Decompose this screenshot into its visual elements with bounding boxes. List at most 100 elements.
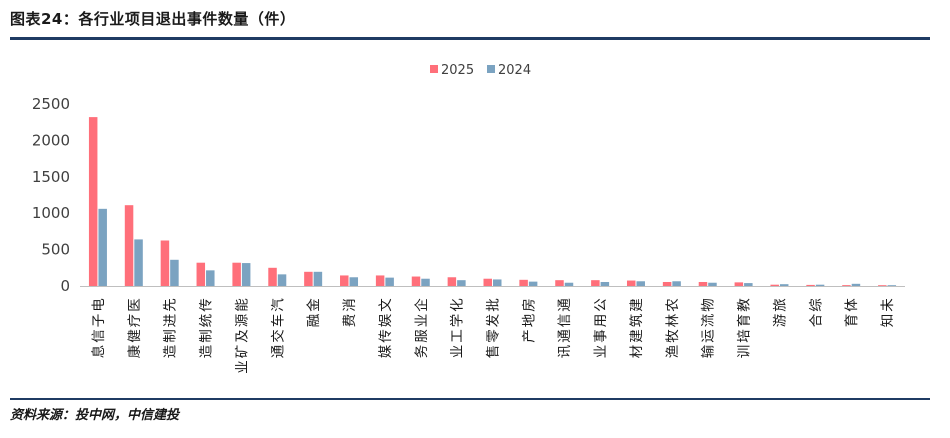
bar-2025-房地产 [519,279,528,286]
svg-text:通: 通 [557,329,573,343]
y-tick-label: 1000 [32,204,70,222]
svg-text:农: 农 [665,298,681,312]
x-tick-label: 金融 [306,298,322,328]
bar-2024-批发零售 [493,279,502,286]
svg-text:及: 及 [234,329,250,343]
svg-text:业: 业 [593,345,609,359]
svg-text:娱: 娱 [378,313,394,327]
bar-2025-体育 [842,285,851,286]
svg-text:先: 先 [163,298,179,312]
chart-legend: 2025 2024 [430,63,531,78]
svg-text:发: 发 [486,313,502,327]
svg-text:源: 源 [234,313,250,327]
x-tick-label: 未知 [879,298,896,328]
bar-2025-汽车交通 [268,267,277,286]
bar-2025-电子信息 [88,117,98,286]
y-tick-label: 500 [41,241,70,259]
svg-text:通: 通 [270,344,286,358]
svg-text:媒: 媒 [378,344,394,358]
svg-text:康: 康 [126,344,143,358]
bar-2024-未知 [887,285,897,286]
svg-text:造: 造 [199,344,215,358]
svg-text:造: 造 [163,344,179,358]
svg-text:牧: 牧 [665,329,681,343]
svg-text:筑: 筑 [629,313,645,327]
y-tick-label: 1500 [32,168,70,186]
svg-text:融: 融 [306,313,322,327]
svg-text:物: 物 [701,298,717,312]
bar-2025-金融 [304,271,313,286]
svg-text:建: 建 [629,329,645,343]
bar-2025-旅游 [770,284,779,286]
svg-text:训: 训 [737,345,753,359]
legend-label-2024: 2024 [498,63,531,78]
svg-text:信: 信 [91,329,107,343]
svg-text:公: 公 [593,298,609,312]
svg-text:消: 消 [342,298,358,312]
bar-2024-电子信息 [98,208,107,286]
svg-text:务: 务 [414,345,430,359]
bar-2025-传统制造 [196,262,206,286]
y-tick-label: 2000 [32,131,70,149]
svg-text:能: 能 [234,298,250,312]
svg-text:未: 未 [880,298,896,312]
svg-text:制: 制 [163,329,179,343]
svg-text:医: 医 [127,298,143,312]
svg-text:制: 制 [199,329,215,343]
bar-2024-消费 [349,277,359,286]
svg-text:业: 业 [450,345,466,359]
bar-2024-房地产 [528,281,538,286]
bar-2024-能源及矿业 [241,263,251,286]
svg-text:企: 企 [413,298,430,312]
legend-label-2025: 2025 [441,63,474,78]
svg-text:矿: 矿 [234,345,250,359]
bar-series [88,117,897,286]
svg-text:文: 文 [378,298,394,312]
bar-2024-农林牧渔 [672,281,681,286]
svg-text:通: 通 [557,298,573,312]
svg-text:流: 流 [701,313,717,327]
svg-text:育: 育 [844,314,860,328]
svg-text:业: 业 [414,314,430,328]
bar-2024-综合 [815,284,825,286]
bar-2025-消费 [340,275,349,286]
svg-text:工: 工 [450,329,466,343]
legend-swatch-2025 [430,65,438,73]
x-tick-label: 综合 [808,298,824,328]
footer-rule [10,398,930,400]
svg-text:事: 事 [593,329,609,343]
bar-2025-批发零售 [483,278,492,286]
bar-2025-化学工业 [447,277,457,286]
svg-text:信: 信 [557,314,573,328]
svg-text:电: 电 [91,298,107,312]
svg-text:进: 进 [163,313,179,327]
x-tick-label: 体育 [844,298,860,328]
svg-text:游: 游 [772,314,788,328]
header-rule [10,37,930,40]
svg-text:培: 培 [737,329,753,343]
bar-2024-汽车交通 [277,274,287,286]
bar-2025-综合 [806,284,815,286]
bar-2024-建筑建材 [636,281,645,286]
figure-title: 图表24：各行业项目退出事件数量（件） [10,10,296,28]
svg-text:材: 材 [629,345,645,359]
svg-text:体: 体 [844,298,860,312]
svg-text:车: 车 [269,314,286,328]
x-axis: 电子信息医疗健康先进制造传统制造能源及矿业汽车交通金融消费文娱传媒企业服务化学工… [80,286,905,374]
svg-text:建: 建 [629,298,645,312]
svg-text:服: 服 [414,329,430,343]
svg-text:金: 金 [306,298,322,312]
svg-text:用: 用 [593,314,609,328]
svg-text:统: 统 [199,314,215,328]
bar-2025-能源及矿业 [232,262,241,286]
bar-2024-体育 [851,283,861,286]
svg-text:知: 知 [879,314,896,328]
bar-2025-企业服务 [411,276,421,286]
